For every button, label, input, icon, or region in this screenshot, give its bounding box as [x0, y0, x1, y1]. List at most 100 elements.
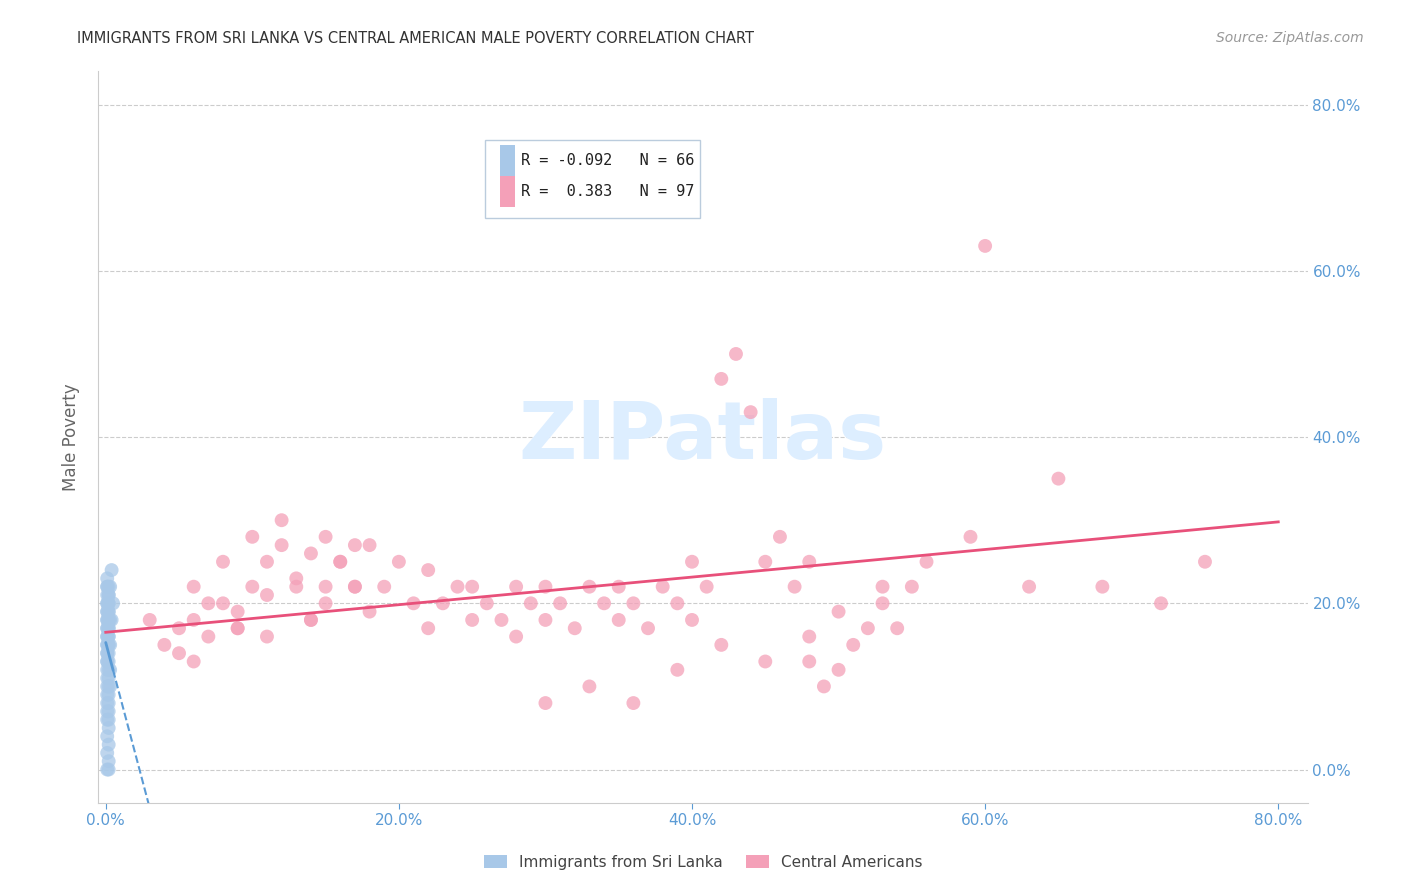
- Point: [388, 555, 411, 569]
- Point: [343, 580, 366, 594]
- Point: [96, 705, 118, 719]
- Point: [183, 655, 205, 669]
- Point: [901, 580, 924, 594]
- Point: [97, 613, 120, 627]
- Point: [240, 530, 263, 544]
- Point: [97, 663, 120, 677]
- Point: [578, 580, 600, 594]
- Point: [827, 663, 849, 677]
- Point: [96, 680, 118, 694]
- Point: [1150, 596, 1173, 610]
- Point: [96, 596, 118, 610]
- Point: [97, 630, 120, 644]
- Point: [167, 646, 190, 660]
- Point: [96, 646, 118, 660]
- Point: [96, 655, 118, 669]
- Point: [315, 596, 337, 610]
- Point: [637, 621, 659, 635]
- Point: [97, 671, 120, 685]
- Point: [97, 621, 120, 635]
- Point: [418, 563, 440, 577]
- Point: [96, 638, 118, 652]
- Point: [138, 613, 160, 627]
- Point: [97, 738, 120, 752]
- Point: [607, 613, 630, 627]
- Point: [98, 680, 121, 694]
- Point: [256, 588, 278, 602]
- Point: [359, 538, 381, 552]
- Point: [432, 596, 454, 610]
- Point: [97, 655, 120, 669]
- Point: [607, 580, 630, 594]
- Point: [915, 555, 938, 569]
- Point: [96, 571, 118, 585]
- Point: [799, 655, 821, 669]
- Point: [1047, 472, 1070, 486]
- Point: [226, 605, 249, 619]
- Point: [799, 555, 821, 569]
- Point: [96, 638, 118, 652]
- Point: [97, 763, 120, 777]
- Point: [197, 596, 219, 610]
- Point: [96, 696, 118, 710]
- Point: [97, 680, 120, 694]
- Text: IMMIGRANTS FROM SRI LANKA VS CENTRAL AMERICAN MALE POVERTY CORRELATION CHART: IMMIGRANTS FROM SRI LANKA VS CENTRAL AME…: [77, 31, 755, 46]
- Point: [343, 580, 366, 594]
- Point: [96, 596, 118, 610]
- Point: [96, 605, 118, 619]
- Point: [97, 638, 120, 652]
- Point: [98, 580, 121, 594]
- Point: [97, 596, 120, 610]
- Point: [101, 596, 124, 610]
- Point: [96, 746, 118, 760]
- Point: [197, 630, 219, 644]
- Point: [256, 555, 278, 569]
- Point: [418, 621, 440, 635]
- Point: [97, 646, 120, 660]
- Point: [299, 613, 322, 627]
- Point: [153, 638, 176, 652]
- Point: [97, 588, 120, 602]
- Point: [96, 613, 118, 627]
- Point: [96, 605, 118, 619]
- Point: [520, 596, 543, 610]
- Point: [856, 621, 879, 635]
- Point: [754, 555, 776, 569]
- Point: [578, 680, 600, 694]
- Point: [98, 613, 121, 627]
- Point: [402, 596, 425, 610]
- Point: [96, 671, 118, 685]
- Point: [329, 555, 352, 569]
- Point: [373, 580, 395, 594]
- Point: [299, 613, 322, 627]
- Point: [681, 555, 703, 569]
- Point: [740, 405, 762, 419]
- Point: [1194, 555, 1216, 569]
- Point: [97, 754, 120, 768]
- Point: [446, 580, 468, 594]
- Point: [96, 630, 118, 644]
- Point: [97, 605, 120, 619]
- Text: R = -0.092   N = 66: R = -0.092 N = 66: [522, 153, 695, 168]
- Point: [710, 638, 733, 652]
- Point: [96, 588, 118, 602]
- Point: [754, 655, 776, 669]
- Point: [97, 621, 120, 635]
- Point: [666, 596, 689, 610]
- Point: [842, 638, 865, 652]
- Point: [315, 580, 337, 594]
- Point: [681, 613, 703, 627]
- Point: [285, 580, 308, 594]
- Point: [96, 646, 118, 660]
- Point: [505, 580, 527, 594]
- Point: [96, 630, 118, 644]
- Point: [461, 613, 484, 627]
- Point: [270, 538, 292, 552]
- Point: [96, 763, 118, 777]
- Point: [329, 555, 352, 569]
- Point: [534, 580, 557, 594]
- Point: [96, 688, 118, 702]
- Point: [621, 596, 644, 610]
- Point: [505, 630, 527, 644]
- Point: [651, 580, 673, 594]
